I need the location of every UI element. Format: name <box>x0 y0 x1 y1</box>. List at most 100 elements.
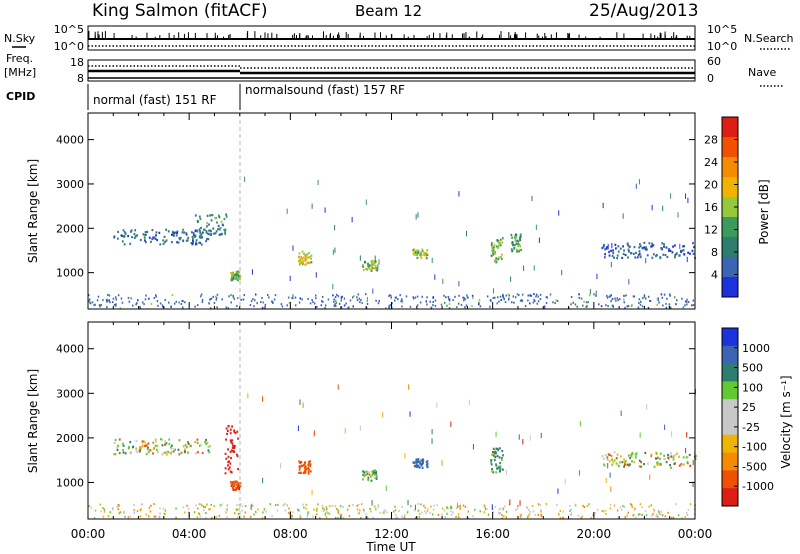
power-streak <box>596 273 598 280</box>
power-echo-cell <box>661 242 664 245</box>
velocity-echo-cell <box>499 462 502 465</box>
velocity-echo-cell <box>169 452 172 455</box>
velocity-echo-cell <box>147 446 149 449</box>
velocity-echo-cell <box>167 450 170 454</box>
power-echo-cell <box>205 240 208 243</box>
power-echo-cell <box>603 243 605 247</box>
power-scatter-point <box>549 293 552 296</box>
velocity-scatter-point <box>298 509 300 512</box>
velocity-echo-cell <box>122 444 125 447</box>
velocity-scatter-point <box>622 505 624 508</box>
velocity-scatter-point <box>326 510 328 513</box>
velocity-scatter-point <box>148 506 151 509</box>
velocity-echo-cell <box>128 445 130 449</box>
velocity-scatter-point <box>357 503 360 506</box>
power-scatter-point <box>452 299 454 302</box>
velocity-echo-cell <box>118 451 121 455</box>
power-y-tick-label: 3000 <box>56 178 84 191</box>
velocity-echo-cell <box>415 463 418 466</box>
power-scatter-point <box>99 305 101 308</box>
velocity-echo-cell <box>300 464 303 467</box>
power-scatter-point <box>184 301 186 304</box>
power-echo-cell <box>514 238 517 241</box>
power-echo-cell <box>490 254 493 257</box>
velocity-scatter-point <box>342 505 345 508</box>
velocity-scatter-point <box>519 515 522 518</box>
velocity-scatter-point <box>297 508 299 511</box>
velocity-streak <box>564 478 566 485</box>
power-echo-cell <box>519 235 522 238</box>
nave-tick-bottom: 0 <box>707 72 714 85</box>
velocity-echo-cell <box>124 452 127 455</box>
power-echo-cell <box>239 277 241 281</box>
velocity-scatter-point <box>559 509 562 512</box>
velocity-scatter-point <box>199 515 202 518</box>
power-scatter-point <box>649 300 652 303</box>
power-scatter-point <box>466 294 468 297</box>
velocity-echo-cell <box>232 444 234 447</box>
power-scatter-point <box>504 301 507 304</box>
velocity-scatter-point <box>102 507 104 510</box>
velocity-scatter-point <box>687 508 690 511</box>
power-scatter-point <box>614 297 616 300</box>
velocity-streak <box>664 424 666 430</box>
power-scatter-point <box>421 295 424 298</box>
velocity-echo-cell <box>309 470 312 473</box>
velocity-echo-cell <box>230 449 233 452</box>
time-tick-label: 04:00 <box>172 527 207 541</box>
power-scatter-point <box>113 303 116 306</box>
power-echo-cell <box>616 254 619 257</box>
power-scatter-point <box>299 297 302 300</box>
power-echo-cell <box>185 233 188 236</box>
power-scatter-point <box>533 298 535 301</box>
velocity-echo-cell <box>231 442 234 445</box>
velocity-echo-cell <box>672 455 675 458</box>
power-scatter-point <box>314 294 317 297</box>
velocity-echo-cell <box>663 454 666 457</box>
power-echo-cell <box>680 250 683 254</box>
power-echo-cell <box>199 231 202 234</box>
velocity-scatter-point <box>107 515 110 518</box>
velocity-scatter-point <box>233 512 236 515</box>
power-scatter-point <box>643 295 646 298</box>
power-scatter-point <box>624 295 626 298</box>
velocity-echo-cell <box>412 461 415 464</box>
power-echo-cell <box>664 253 667 257</box>
velocity-scatter-point <box>133 503 135 506</box>
velocity-echo-cell <box>633 461 636 464</box>
power-scatter-point <box>657 297 660 300</box>
power-echo-cell <box>512 244 515 247</box>
power-echo-cell <box>668 248 670 251</box>
velocity-scatter-point <box>420 503 422 506</box>
velocity-scatter-point <box>215 516 217 519</box>
power-echo-cell <box>374 267 377 270</box>
power-streak <box>365 199 367 205</box>
velocity-scatter-point <box>383 510 385 513</box>
power-scatter-point <box>141 301 144 304</box>
power-scatter-point <box>539 298 542 301</box>
velocity-echo-cell <box>660 463 662 466</box>
velocity-streak <box>472 444 474 450</box>
power-echo-cell <box>129 242 132 245</box>
velocity-scatter-point <box>464 505 467 508</box>
power-scatter-point <box>357 293 360 296</box>
power-scatter-point <box>462 296 464 299</box>
power-echo-cell <box>366 268 369 271</box>
station-title: King Salmon (fitACF) <box>92 1 268 21</box>
power-scatter-point <box>464 306 466 309</box>
velocity-scatter-point <box>539 504 542 507</box>
power-echo-cell <box>220 220 223 223</box>
velocity-echo-cell <box>495 447 498 450</box>
velocity-scatter-point <box>635 516 637 519</box>
velocity-scatter-point <box>650 514 653 517</box>
power-echo-cell <box>496 239 499 242</box>
power-scatter-point <box>316 305 318 308</box>
velocity-echo-cell <box>616 463 619 466</box>
power-scatter-point <box>120 297 123 300</box>
velocity-echo-cell <box>689 464 692 467</box>
velocity-echo-cell <box>236 430 239 433</box>
power-scatter-point <box>633 295 636 298</box>
power-echo-cell <box>497 258 500 261</box>
power-streak <box>538 237 540 243</box>
